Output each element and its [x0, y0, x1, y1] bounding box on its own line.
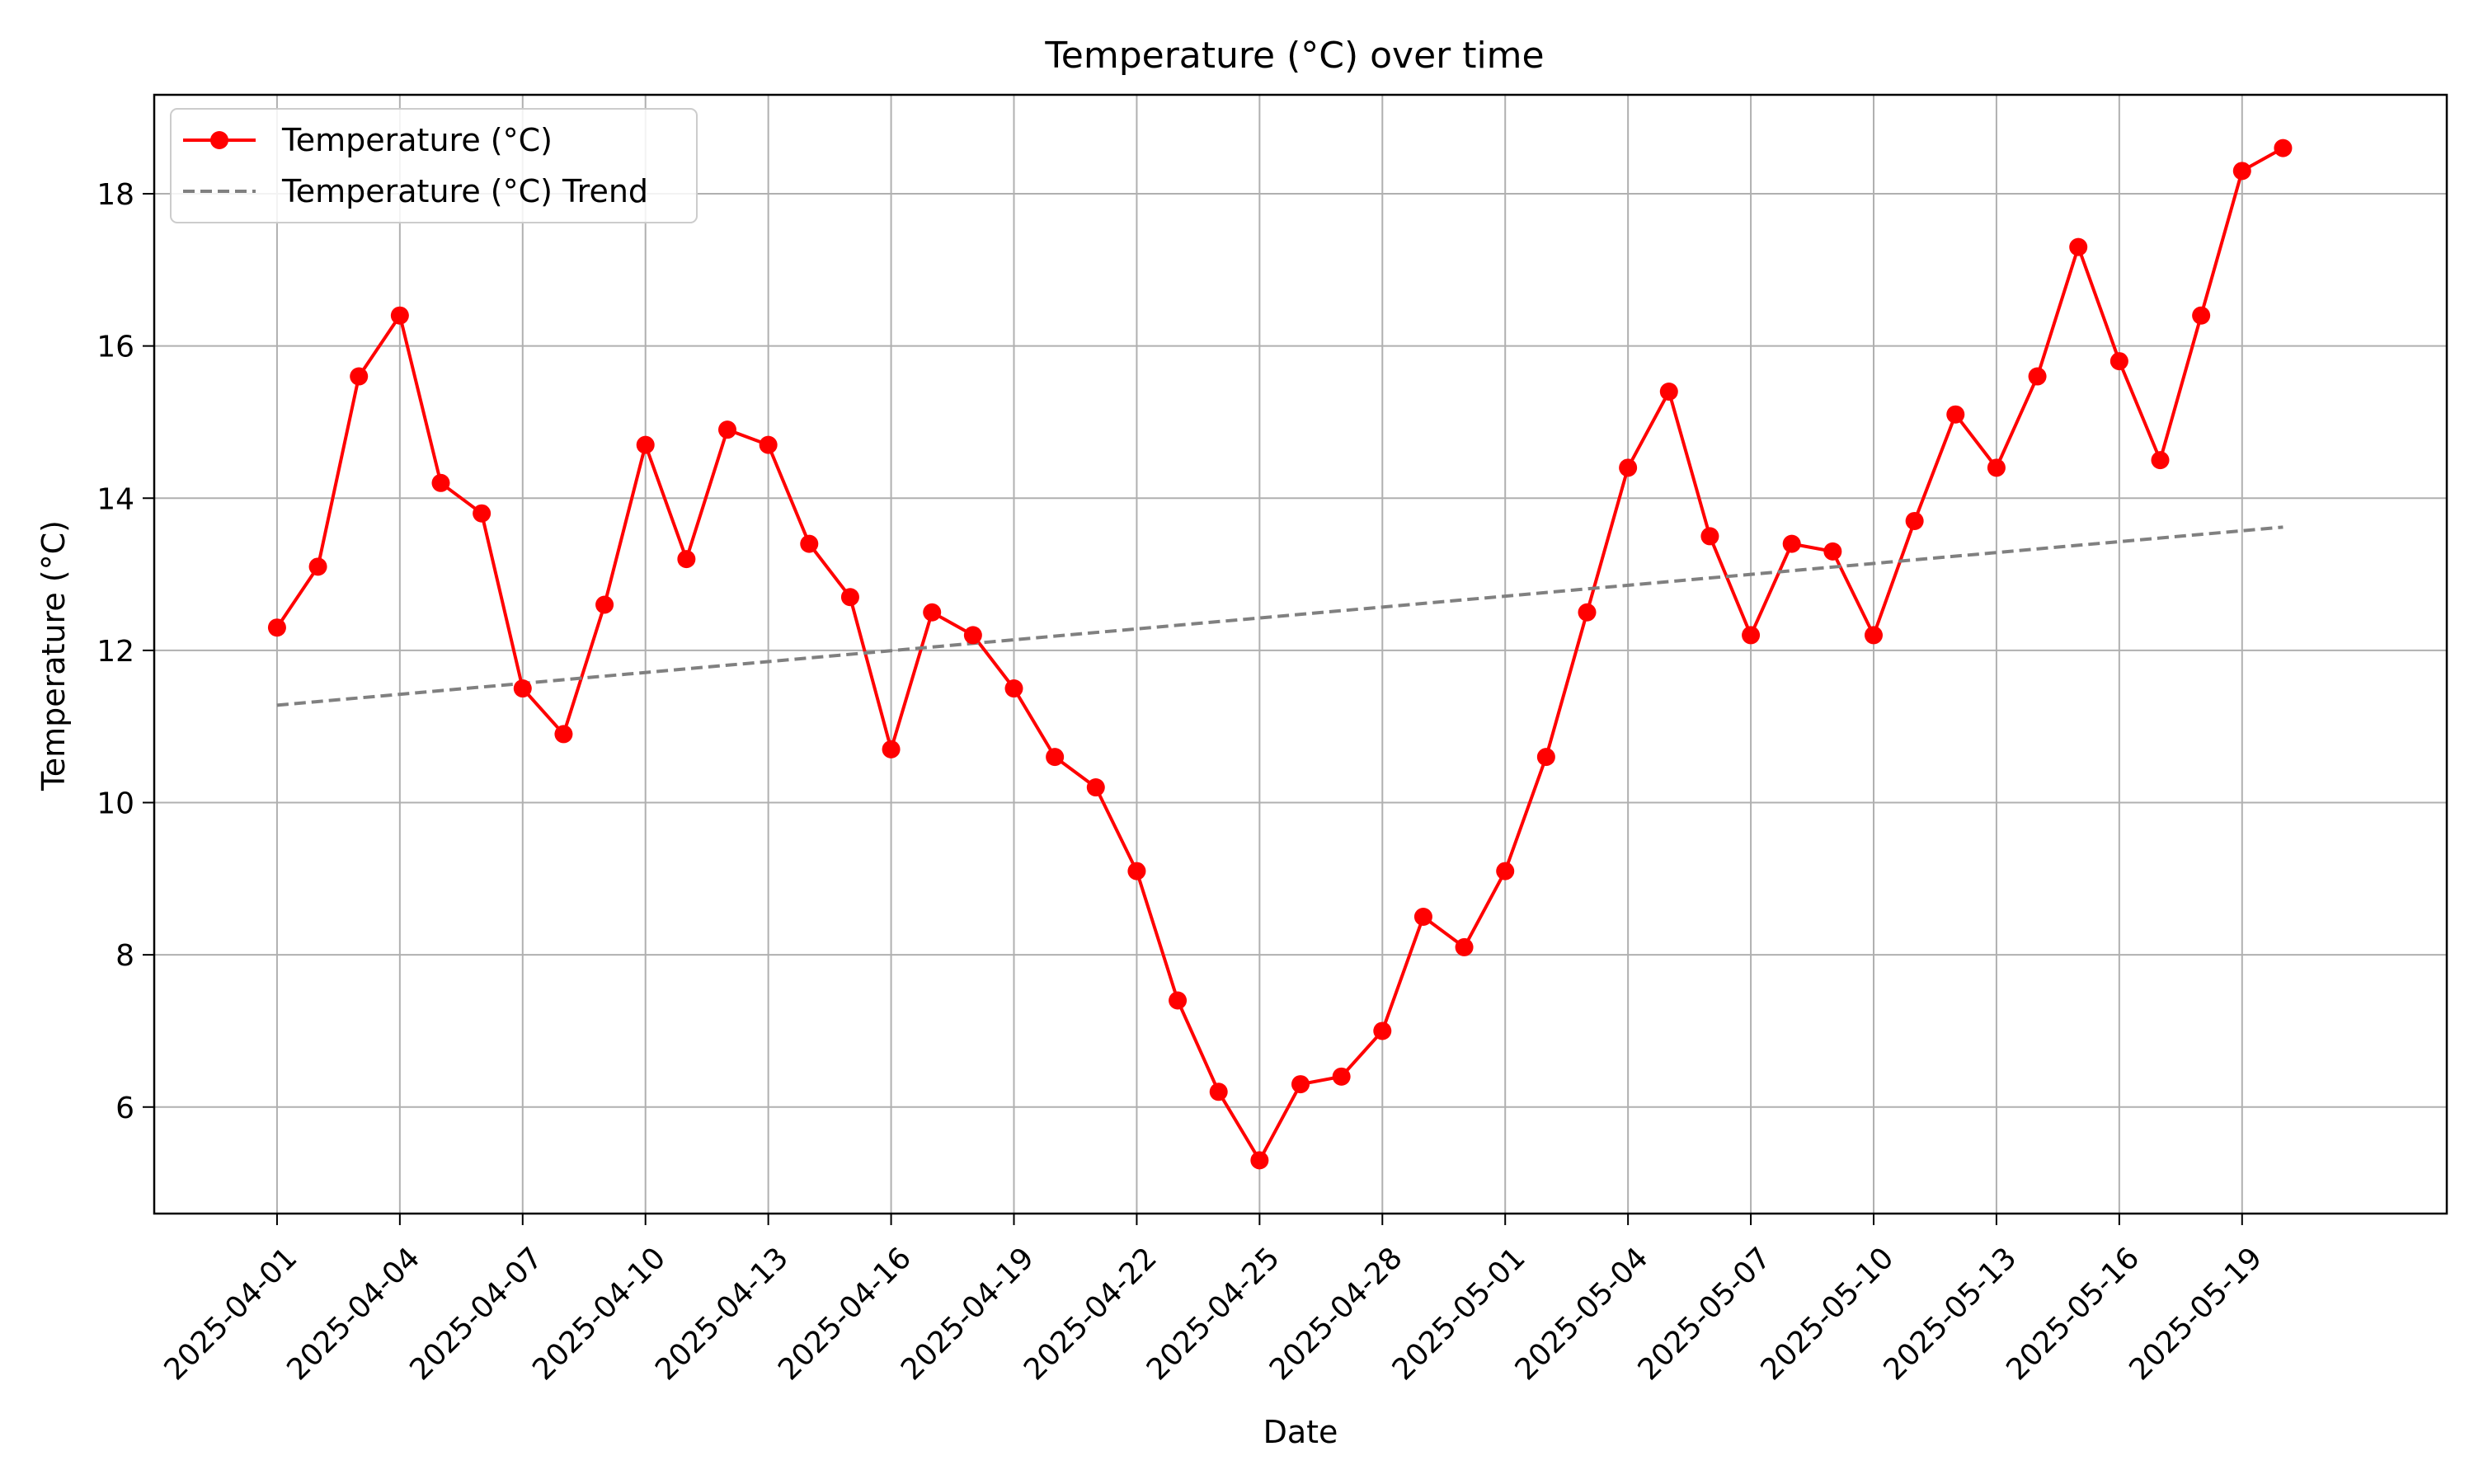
y-tick-label: 6	[115, 1092, 134, 1125]
temperature-data-point	[923, 603, 942, 622]
temperature-series-line	[275, 146, 2284, 1162]
legend-box	[170, 108, 698, 223]
temperature-data-point	[1578, 603, 1597, 622]
temperature-data-point	[431, 473, 450, 492]
temperature-data-point	[636, 435, 655, 454]
y-tick-label: 18	[96, 178, 134, 212]
temperature-data-point	[1413, 907, 1432, 926]
temperature-data-point	[1250, 1151, 1269, 1170]
temperature-data-point	[882, 740, 901, 758]
temperature-data-point	[1332, 1067, 1351, 1086]
temperature-data-point	[1536, 748, 1555, 767]
temperature-data-point	[473, 504, 492, 523]
y-tick-label: 8	[115, 939, 134, 973]
temperature-data-point	[1987, 458, 2006, 477]
y-axis-label: Temperature (°C)	[35, 520, 72, 791]
temperature-data-point	[1455, 937, 1474, 956]
temperature-data-point	[1004, 679, 1023, 698]
temperature-data-point	[1169, 991, 1188, 1010]
temperature-data-point	[1291, 1075, 1310, 1094]
temperature-data-point	[963, 626, 982, 645]
temperature-data-point	[1373, 1021, 1392, 1040]
temperature-trend-line	[276, 525, 2284, 707]
legend-temperature-marker	[210, 131, 228, 149]
temperature-data-point	[1659, 383, 1678, 402]
temperature-data-point	[1496, 862, 1515, 881]
temperature-data-point	[2028, 367, 2047, 386]
temperature-data-point	[1905, 511, 1924, 530]
y-tick-label: 14	[96, 482, 134, 516]
series-layer	[267, 139, 2293, 1170]
temperature-data-point	[2274, 139, 2293, 157]
temperature-data-point	[1086, 778, 1105, 797]
y-tick-label: 12	[96, 635, 134, 669]
legend-trend-label: Temperature (°C) Trend	[281, 173, 648, 209]
temperature-data-point	[1046, 748, 1065, 767]
temperature-data-point	[1865, 626, 1883, 645]
y-tick-label: 10	[96, 787, 134, 821]
legend-temperature-label: Temperature (°C)	[281, 122, 553, 158]
temperature-data-point	[800, 534, 819, 553]
temperature-data-point	[595, 595, 614, 614]
x-axis-label: Date	[1263, 1414, 1338, 1450]
temperature-data-point	[350, 367, 369, 386]
y-tick-label: 16	[96, 331, 134, 364]
temperature-data-point	[1127, 862, 1146, 881]
temperature-data-point	[2151, 451, 2170, 470]
temperature-data-point	[267, 618, 286, 637]
temperature-data-point	[1823, 542, 1842, 561]
temperature-data-point	[2069, 237, 2088, 256]
temperature-data-point	[1619, 458, 1638, 477]
legend: Temperature (°C) Temperature (°C) Trend	[170, 108, 698, 223]
temperature-data-point	[840, 588, 859, 607]
plot-area-frame	[153, 93, 2448, 1215]
temperature-data-point	[554, 725, 573, 744]
temperature-data-point	[390, 306, 409, 325]
grid-lines	[154, 95, 2447, 1214]
temperature-data-point	[308, 557, 327, 576]
temperature-data-point	[1782, 534, 1801, 553]
temperature-data-point	[513, 679, 532, 698]
temperature-data-point	[677, 550, 696, 569]
temperature-data-point	[2192, 306, 2211, 325]
temperature-data-point	[718, 420, 736, 439]
temperature-data-point	[759, 435, 778, 454]
temperature-data-point	[1946, 405, 1965, 424]
temperature-data-point	[2232, 162, 2251, 181]
temperature-data-point	[2109, 352, 2128, 371]
temperature-data-point	[1700, 527, 1719, 546]
temperature-data-point	[1209, 1082, 1228, 1101]
temperature-data-point	[1742, 626, 1761, 645]
chart-title: Temperature (°C) over time	[1044, 35, 1544, 77]
